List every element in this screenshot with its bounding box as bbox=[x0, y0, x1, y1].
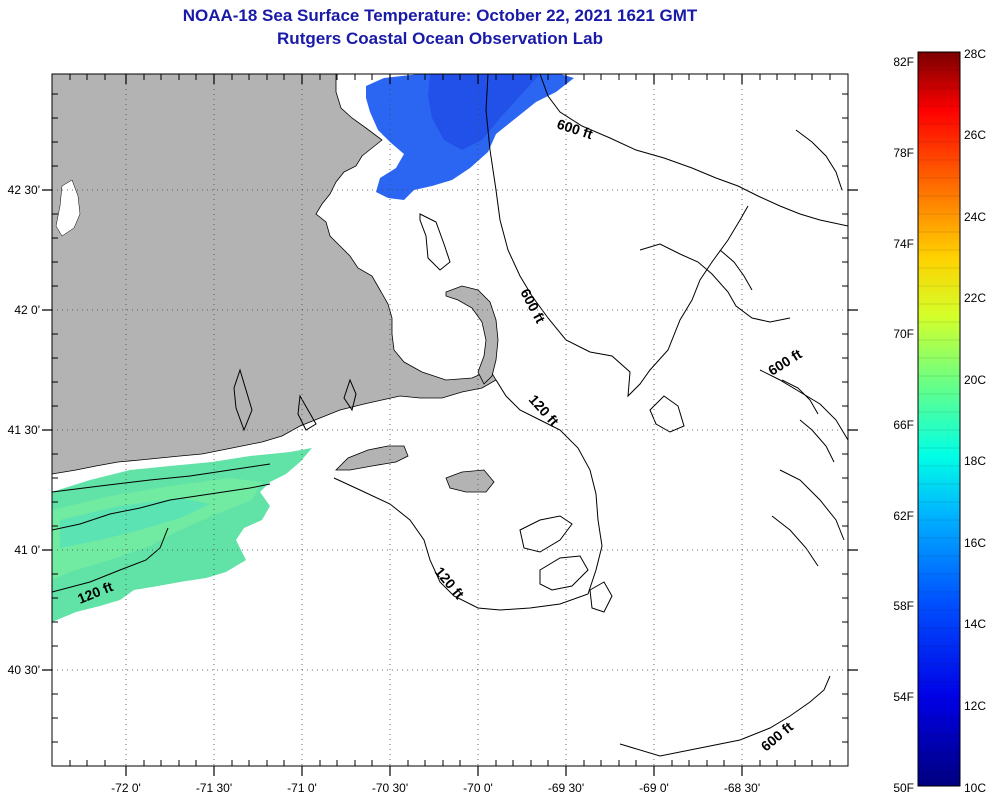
page-subtitle: Rutgers Coastal Ocean Observation Lab bbox=[277, 29, 603, 48]
colorbar-f-label: 82F bbox=[893, 55, 914, 69]
lat-label: 41 0' bbox=[14, 543, 40, 557]
colorbar-c-label: 14C bbox=[964, 617, 986, 631]
lon-label: -69 30' bbox=[548, 781, 584, 795]
temperature-colorbar bbox=[917, 51, 961, 787]
bathymetry-contours bbox=[52, 74, 848, 757]
colorbar-bands bbox=[918, 69, 960, 773]
colorbar-c-label: 16C bbox=[964, 536, 986, 550]
colorbar-f-label: 66F bbox=[893, 418, 914, 432]
colorbar-c-label: 20C bbox=[964, 373, 986, 387]
colorbar-f-label: 50F bbox=[893, 781, 914, 795]
colorbar-f-label: 62F bbox=[893, 509, 914, 523]
lon-label: -68 30' bbox=[724, 781, 760, 795]
lon-label: -70 30' bbox=[372, 781, 408, 795]
colorbar-f-label: 70F bbox=[893, 327, 914, 341]
cold-water-shade bbox=[428, 74, 540, 150]
lon-label: -70 0' bbox=[463, 781, 493, 795]
colorbar-c-label: 18C bbox=[964, 454, 986, 468]
warm-water-shade bbox=[52, 478, 262, 580]
map-area: 600 ft 600 ft 600 ft 600 ft 120 ft 120 f… bbox=[52, 74, 848, 766]
cape-cod-land bbox=[445, 285, 499, 385]
map-gridlines bbox=[52, 74, 848, 766]
lat-label: 40 30' bbox=[8, 663, 40, 677]
map-major-ticks bbox=[42, 74, 858, 776]
map-frame bbox=[51, 73, 849, 767]
colorbar-c-label: 28C bbox=[964, 47, 986, 61]
colorbar-c-label: 12C bbox=[964, 699, 986, 713]
lon-label: -69 0' bbox=[639, 781, 669, 795]
lon-label: -71 0' bbox=[287, 781, 317, 795]
colorbar-f-label: 74F bbox=[893, 237, 914, 251]
mainland-land bbox=[52, 74, 497, 475]
map-minor-ticks bbox=[52, 74, 848, 766]
lat-label: 42 0' bbox=[14, 303, 40, 317]
colorbar-c-label: 26C bbox=[964, 128, 986, 142]
lat-label: 41 30' bbox=[8, 423, 40, 437]
inland-white-area bbox=[55, 179, 81, 237]
page-title: NOAA-18 Sea Surface Temperature: October… bbox=[182, 6, 698, 25]
lon-label: -71 30' bbox=[196, 781, 232, 795]
colorbar-c-label: 22C bbox=[964, 291, 986, 305]
lat-label: 42 30' bbox=[8, 183, 40, 197]
colorbar-c-label: 24C bbox=[964, 210, 986, 224]
marthas-vineyard-land bbox=[335, 445, 409, 471]
colorbar-f-label: 54F bbox=[893, 690, 914, 704]
nantucket-land bbox=[445, 469, 495, 493]
colorbar-c-label: 10C bbox=[964, 781, 986, 795]
lon-label: -72 0' bbox=[111, 781, 141, 795]
warm-water-cyan bbox=[60, 498, 210, 548]
colorbar-f-label: 78F bbox=[893, 146, 914, 160]
colorbar-f-label: 58F bbox=[893, 599, 914, 613]
